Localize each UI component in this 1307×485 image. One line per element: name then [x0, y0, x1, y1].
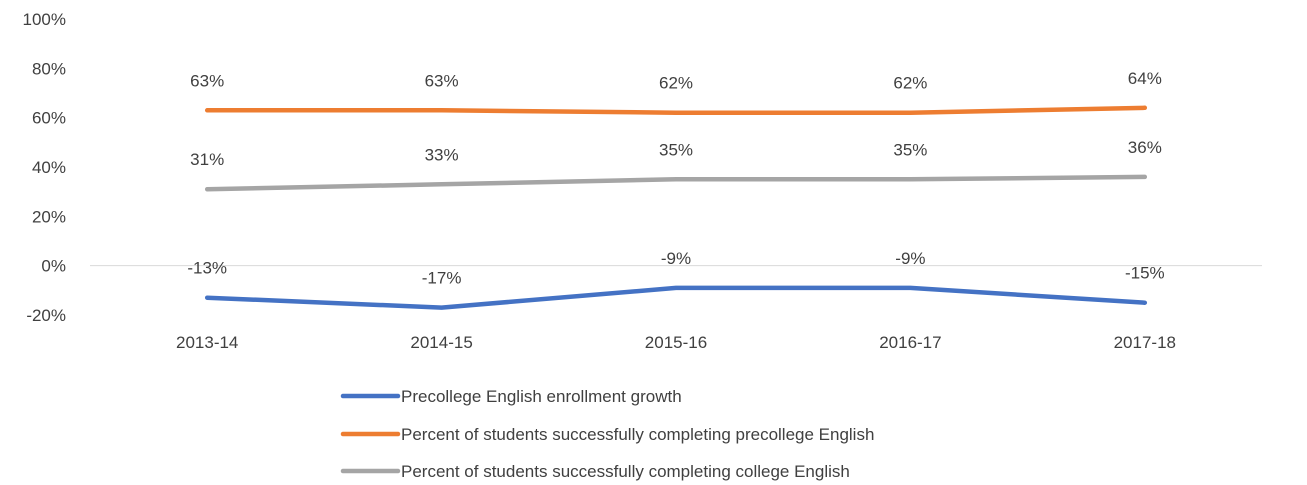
legend-item: Precollege English enrollment growth [340, 387, 682, 406]
x-axis: 2013-14 2014-15 2015-16 2016-17 2017-18 [176, 333, 1176, 352]
y-tick-label: -20% [26, 306, 66, 325]
x-tick-label: 2014-15 [410, 333, 472, 352]
legend-label: Percent of students successfully complet… [401, 425, 874, 444]
x-tick-label: 2017-18 [1114, 333, 1176, 352]
data-label: -9% [895, 249, 925, 268]
legend-label: Percent of students successfully complet… [401, 462, 850, 481]
x-tick-label: 2015-16 [645, 333, 707, 352]
y-tick-label: 0% [41, 257, 66, 276]
y-tick-label: 20% [32, 207, 66, 226]
data-label: 33% [425, 145, 459, 164]
data-label: 62% [659, 74, 693, 93]
data-label: -15% [1125, 264, 1165, 283]
legend-label: Precollege English enrollment growth [401, 387, 682, 406]
data-label: 63% [190, 71, 224, 90]
data-label: -17% [422, 269, 462, 288]
y-tick-label: 40% [32, 158, 66, 177]
series-line [204, 105, 1148, 115]
series-line [204, 285, 1148, 310]
x-tick-label: 2013-14 [176, 333, 238, 352]
data-label: 63% [425, 71, 459, 90]
x-tick-label: 2016-17 [879, 333, 941, 352]
data-label: 62% [893, 74, 927, 93]
y-tick-label: 100% [23, 10, 66, 29]
data-label: 64% [1128, 69, 1162, 88]
data-label: 35% [893, 140, 927, 159]
legend: Precollege English enrollment growth Perc… [340, 387, 874, 481]
plot-area [204, 105, 1148, 310]
data-labels: -13% -17% -9% -9% -15% 63% 63% 62% 62% 64% 31% 33% 3… [187, 69, 1164, 288]
series-line [204, 174, 1148, 192]
legend-item: Percent of students successfully complet… [340, 425, 874, 444]
legend-item: Percent of students successfully complet… [340, 462, 850, 481]
data-label: 36% [1128, 138, 1162, 157]
data-label: -13% [187, 259, 227, 278]
data-label: 35% [659, 140, 693, 159]
y-tick-label: 80% [32, 59, 66, 78]
y-tick-label: 60% [32, 109, 66, 128]
data-label: 31% [190, 150, 224, 169]
y-axis: -20% 0% 20% 40% 60% 80% 100% [23, 10, 1262, 325]
data-label: -9% [661, 249, 691, 268]
